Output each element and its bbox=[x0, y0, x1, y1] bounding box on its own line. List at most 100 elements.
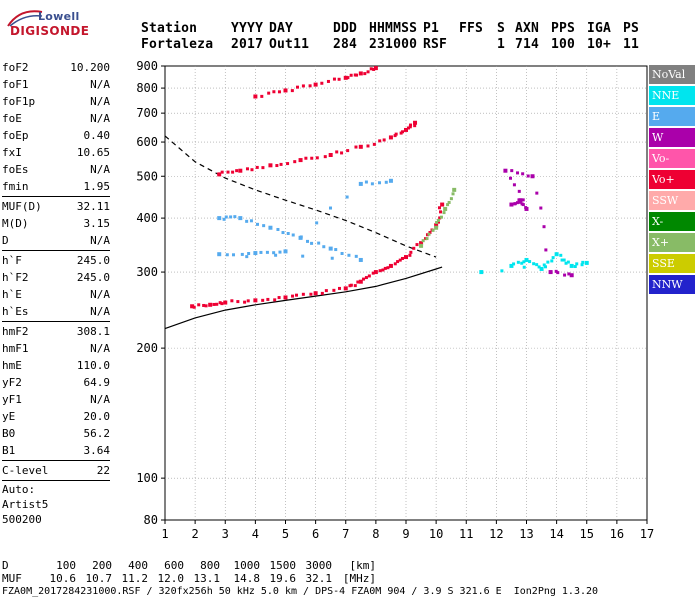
header-label-4: HHMMSS bbox=[369, 21, 418, 36]
echo-point bbox=[217, 172, 222, 177]
echo-point bbox=[436, 220, 440, 224]
echo-point bbox=[324, 289, 328, 293]
echo-point bbox=[362, 277, 366, 281]
echo-point bbox=[404, 255, 408, 260]
echo-point bbox=[220, 302, 224, 306]
x-tick-label: 7 bbox=[342, 527, 349, 541]
echo-point bbox=[245, 167, 249, 171]
echo-point bbox=[439, 215, 443, 219]
param-name: h`F bbox=[2, 254, 22, 267]
echo-point bbox=[346, 149, 350, 153]
echo-point bbox=[518, 198, 523, 203]
y-tick-label: 600 bbox=[136, 135, 158, 149]
parameter-panel: foF2 10.200 foF1 N/A foF1p N/A foE N/A foEp 0.40 f… bbox=[2, 59, 110, 527]
echo-point bbox=[240, 252, 244, 256]
x-tick-label: 8 bbox=[372, 527, 379, 541]
echo-point bbox=[220, 170, 224, 174]
echo-point bbox=[451, 192, 455, 196]
x-tick-label: 14 bbox=[549, 527, 563, 541]
y-tick-label: 200 bbox=[136, 341, 158, 355]
echo-point bbox=[539, 266, 544, 271]
muf-value: 19.6 bbox=[269, 572, 297, 585]
header-labels: Station YYYY DAY DDD HHMMSS P1 FFS S AXN PPS IGA PS bbox=[141, 21, 653, 36]
param-row-md: M(D) 3.15 bbox=[2, 215, 110, 232]
x-tick-label: 11 bbox=[459, 527, 473, 541]
echo-point bbox=[295, 293, 299, 297]
echo-point bbox=[272, 90, 276, 94]
x-tick-label: 13 bbox=[519, 527, 533, 541]
param-value: N/A bbox=[90, 112, 110, 125]
param-value: 10.200 bbox=[70, 61, 110, 74]
echo-point bbox=[356, 280, 360, 284]
echo-point bbox=[337, 77, 341, 81]
param-row-yf1: yF1 N/A bbox=[2, 391, 110, 408]
echo-point bbox=[230, 299, 234, 303]
echo-point bbox=[364, 276, 368, 280]
legend-item-e: E bbox=[649, 107, 695, 126]
echo-point bbox=[281, 231, 285, 235]
file-footer: FZA0M_2017284231000.RSF / 320fx256h 50 k… bbox=[2, 586, 599, 597]
echo-point bbox=[304, 156, 308, 160]
echo-point bbox=[394, 132, 398, 136]
header-label-9: PPS bbox=[551, 21, 576, 36]
echo-point bbox=[539, 206, 543, 210]
param-value: 64.9 bbox=[83, 376, 111, 389]
param-row-mufd: MUF(D) 32.11 bbox=[2, 198, 110, 215]
distance-value: 1500 bbox=[269, 559, 297, 572]
polarization-legend: NoVal NNE E W Vo- Vo+ SSW X- X+ SSE NNW bbox=[649, 65, 695, 296]
param-row-fof1: foF1 N/A bbox=[2, 76, 110, 93]
param-name: h`F2 bbox=[2, 271, 29, 284]
param-name: yF1 bbox=[2, 393, 22, 406]
echo-point bbox=[323, 155, 327, 159]
param-name: fmin bbox=[2, 180, 29, 193]
echo-point bbox=[439, 210, 443, 214]
echo-point bbox=[443, 206, 448, 211]
echo-point bbox=[512, 183, 516, 187]
echo-point bbox=[542, 225, 546, 229]
echo-point bbox=[225, 253, 229, 257]
echo-point bbox=[518, 200, 522, 204]
echo-point bbox=[554, 269, 558, 273]
echo-point bbox=[373, 270, 378, 275]
echo-point bbox=[510, 169, 514, 173]
echo-point bbox=[428, 231, 432, 235]
echo-point bbox=[243, 300, 247, 304]
echo-point bbox=[277, 90, 281, 94]
echo-point bbox=[358, 181, 363, 186]
param-divider bbox=[2, 321, 110, 322]
param-value: 1.95 bbox=[83, 180, 111, 193]
echo-point bbox=[516, 171, 520, 175]
param-row-foe: foE N/A bbox=[2, 110, 110, 127]
param-name: C-level bbox=[2, 464, 49, 477]
echo-point bbox=[330, 256, 334, 260]
param-name: yE bbox=[2, 410, 16, 423]
echo-point bbox=[413, 120, 418, 125]
y-tick-label: 800 bbox=[136, 81, 158, 95]
param-name: MUF(D) bbox=[2, 200, 42, 213]
echo-point bbox=[283, 249, 288, 254]
echo-point bbox=[335, 150, 339, 154]
echo-point bbox=[544, 265, 548, 269]
muf-value: 11.2 bbox=[121, 572, 149, 585]
echo-point bbox=[332, 77, 336, 81]
param-value: N/A bbox=[90, 305, 110, 318]
param-name: hmE bbox=[2, 359, 22, 372]
echo-point bbox=[212, 302, 216, 306]
param-value: 22 bbox=[96, 464, 110, 477]
echo-point bbox=[521, 198, 525, 202]
echo-point bbox=[358, 71, 363, 76]
param-value: N/A bbox=[90, 234, 110, 247]
distance-value: 1000 bbox=[233, 559, 261, 572]
echo-point bbox=[349, 73, 353, 77]
echo-point bbox=[204, 304, 208, 308]
param-name: foF2 bbox=[2, 61, 29, 74]
echo-point bbox=[404, 127, 408, 132]
echo-point bbox=[546, 260, 550, 264]
echo-point bbox=[283, 295, 288, 300]
param-row-fmin: fmin 1.95 bbox=[2, 178, 110, 195]
param-value: N/A bbox=[90, 163, 110, 176]
echo-point bbox=[313, 82, 318, 87]
echo-point bbox=[317, 241, 321, 245]
echo-point bbox=[320, 81, 324, 85]
echo-point bbox=[383, 266, 387, 270]
